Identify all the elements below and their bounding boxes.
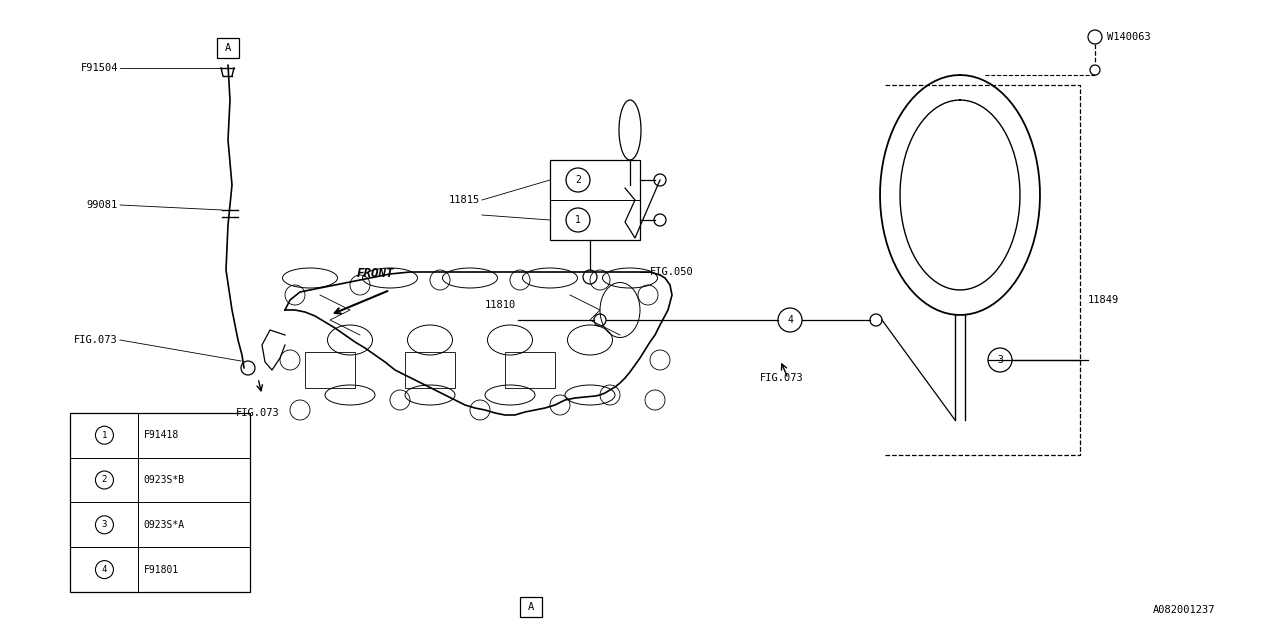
Text: FRONT: FRONT	[356, 267, 394, 280]
Text: FIG.050: FIG.050	[650, 267, 694, 277]
Bar	[520, 596, 543, 617]
Bar	[506, 352, 556, 388]
Text: 3: 3	[102, 520, 108, 529]
Text: 4: 4	[102, 565, 108, 574]
Bar	[550, 160, 640, 240]
Text: 3: 3	[997, 355, 1004, 365]
Text: 11810: 11810	[485, 300, 516, 310]
Text: 0923S*B: 0923S*B	[143, 475, 184, 485]
Bar	[216, 38, 239, 58]
Text: 1: 1	[102, 431, 108, 440]
Text: 99081: 99081	[87, 200, 118, 210]
Text: A: A	[529, 602, 534, 612]
Bar	[70, 413, 250, 592]
Text: A082001237: A082001237	[1152, 605, 1215, 615]
Text: F91504: F91504	[81, 63, 118, 73]
Text: 1: 1	[575, 215, 581, 225]
Text: W140063: W140063	[1107, 32, 1151, 42]
Text: FIG.073: FIG.073	[74, 335, 118, 345]
Text: FIG.073: FIG.073	[760, 373, 804, 383]
Text: 11849: 11849	[1088, 294, 1119, 305]
Text: 11815: 11815	[449, 195, 480, 205]
Bar	[305, 352, 355, 388]
Text: 0923S*A: 0923S*A	[143, 520, 184, 530]
Text: FIG.073: FIG.073	[236, 408, 280, 418]
Text: 4: 4	[787, 315, 792, 325]
Text: 2: 2	[102, 476, 108, 484]
Text: F91801: F91801	[143, 564, 179, 575]
Text: F91418: F91418	[143, 430, 179, 440]
Text: A: A	[225, 43, 230, 53]
Text: 2: 2	[575, 175, 581, 185]
Bar	[404, 352, 454, 388]
